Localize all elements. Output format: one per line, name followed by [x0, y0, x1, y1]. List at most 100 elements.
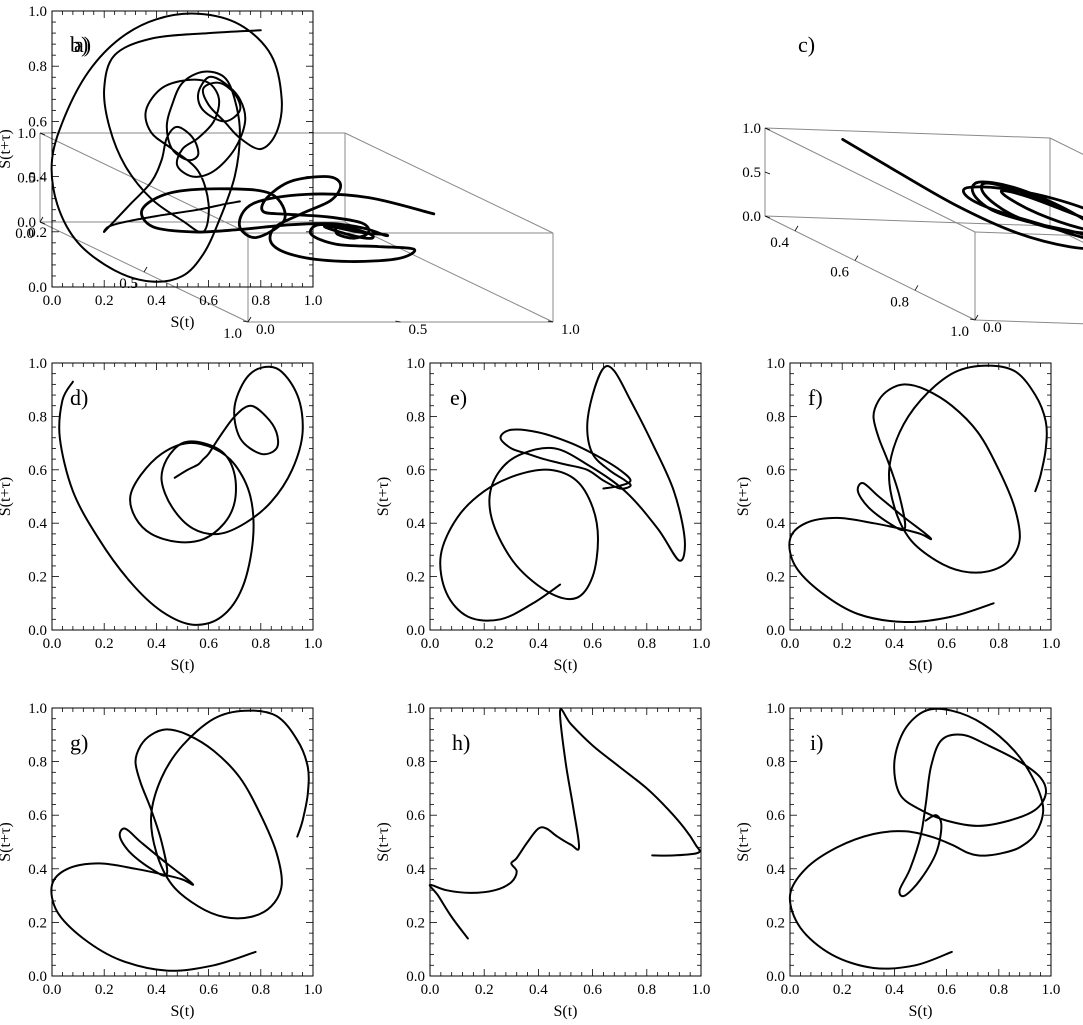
x-tick-label: 0.8 — [251, 293, 270, 309]
x-tick-label: 1.0 — [304, 293, 323, 309]
panel-d: 0.0 0.2 0.4 0.6 0.8 1.0 0.0 0.2 0.4 0.6 0.8 1.0 S(t)… — [0, 356, 322, 674]
y-tick-label: 1.0 — [28, 701, 47, 717]
y-axis-label: S(t+τ) — [735, 477, 752, 516]
box-edge — [764, 215, 1051, 227]
z-tick — [764, 127, 771, 131]
y-tick-label: 0.4 — [28, 516, 47, 532]
y-tick-label: 0.8 — [28, 59, 47, 75]
plot-frame — [51, 10, 314, 288]
y-tick-label: 0.2 — [766, 570, 785, 586]
x-tick-label: 1.0 — [304, 982, 323, 998]
panel-c: 0.00.51.00.40.60.81.00.00.51.0c) — [742, 32, 1083, 340]
y-tick-label: 0.6 — [406, 808, 425, 824]
x-tick-label: 0.4 — [147, 636, 166, 652]
y-tick-label: 1.0 — [766, 701, 785, 717]
panel-label: e) — [450, 385, 467, 410]
plot-frame — [789, 362, 1052, 631]
y-axis-label: S(t+τ) — [0, 822, 14, 861]
y-tick-label: 0.6 — [28, 808, 47, 824]
x-tick — [854, 255, 859, 261]
x-tick — [143, 266, 148, 273]
x-axis-label: S(t) — [554, 657, 578, 674]
y-tick-label: 1.0 — [28, 4, 47, 20]
plot-frame — [51, 707, 314, 977]
x-axis-label: S(t) — [554, 1003, 578, 1020]
x-tick — [247, 316, 252, 323]
y-tick-label: 0.8 — [28, 755, 47, 771]
x-tick-label: 1.0 — [950, 324, 969, 340]
y-tick-label: 0.8 — [766, 409, 785, 425]
y-tick-label: 0.0 — [406, 969, 425, 985]
y-axis-label: S(t+τ) — [0, 129, 14, 168]
y-axis-label: S(t+τ) — [735, 822, 752, 861]
y-tick — [395, 320, 401, 323]
x-axis-label: S(t) — [171, 1003, 195, 1020]
z-tick-label: 0.5 — [17, 171, 36, 187]
x-tick-label: 0.8 — [637, 636, 656, 652]
x-tick-label: 0.2 — [475, 636, 494, 652]
series-line — [58, 365, 304, 626]
x-tick-label: 0.2 — [475, 982, 494, 998]
y-tick-label: 0.4 — [766, 862, 785, 878]
panel-e: 0.0 0.2 0.4 0.6 0.8 1.0 0.0 0.2 0.4 0.6 0.8 1.0 S(t)… — [375, 356, 710, 674]
x-tick-label: 0.2 — [833, 636, 852, 652]
x-tick-label: 0.4 — [147, 982, 166, 998]
x-tick-label: 0.6 — [583, 636, 602, 652]
x-tick-label: 0.0 — [421, 636, 440, 652]
y-tick-label: 0.0 — [28, 280, 47, 296]
panel-label: a) — [74, 32, 91, 57]
y-tick-label: 0.2 — [406, 915, 425, 931]
x-axis-label: S(t) — [909, 1003, 933, 1020]
series-line — [788, 364, 1048, 624]
y-tick-label: 0.8 — [28, 409, 47, 425]
series-line — [428, 708, 701, 940]
y-tick-label: 1.0 — [406, 356, 425, 372]
panel-h: 0.0 0.2 0.4 0.6 0.8 1.0 0.0 0.2 0.4 0.6 0.8 1.0 S(t)… — [375, 701, 710, 1020]
y-tick — [547, 320, 554, 323]
y-tick — [242, 320, 249, 323]
z-tick — [764, 171, 771, 175]
y-tick-label: 1.0 — [28, 356, 47, 372]
x-tick-label: 0.6 — [937, 982, 956, 998]
panel-b: 0.0 0.2 0.4 0.6 0.8 1.00.00.20.40.60.81.0S(t)… — [0, 4, 322, 331]
y-tick-label: 0.6 — [28, 463, 47, 479]
y-axis-label: S(t+τ) — [0, 477, 14, 516]
x-tick — [794, 225, 799, 232]
x-tick-label: 1.0 — [692, 636, 711, 652]
plot-frame — [51, 362, 314, 631]
y-tick-label: 0.4 — [406, 516, 425, 532]
x-tick-label: 0.8 — [890, 294, 909, 310]
z-tick-label: 1.0 — [742, 121, 761, 137]
panel-a: 0.0 0.5 1.0 0.0 0.5 1.0 0.0 0.5 1.0 a) — [15, 32, 580, 342]
z-tick — [39, 221, 46, 225]
z-tick — [39, 132, 46, 136]
box-edge — [764, 127, 1051, 139]
y-tick-label: 0.0 — [28, 623, 47, 639]
x-tick-label: 0.8 — [251, 636, 270, 652]
x-tick-label: 0.0 — [781, 982, 800, 998]
x-axis-label: S(t) — [909, 657, 933, 674]
x-tick-label: 1.0 — [223, 326, 242, 342]
x-tick-label: 1.0 — [1042, 982, 1061, 998]
y-tick-label: 0.6 — [766, 808, 785, 824]
y-tick-label: 0.4 — [766, 516, 785, 532]
series-line — [50, 12, 283, 283]
panel-label: d) — [70, 385, 88, 410]
box-edge — [974, 319, 1083, 325]
box-edge — [39, 132, 249, 234]
x-tick-label: 0.2 — [95, 636, 114, 652]
y-tick-label: 1.0 — [766, 356, 785, 372]
panel-g: 0.0 0.2 0.4 0.6 0.8 1.0 0.0 0.2 0.4 0.6 0.8 1.0 S(t)… — [0, 701, 322, 1020]
x-tick-label: 0.2 — [833, 982, 852, 998]
x-tick-label: 0.0 — [43, 982, 62, 998]
x-tick-label: 0.0 — [43, 636, 62, 652]
x-tick — [39, 216, 44, 223]
series-line — [841, 138, 1083, 250]
y-axis-label: S(t+τ) — [375, 477, 392, 516]
y-axis-label: S(t+τ) — [375, 822, 392, 861]
x-tick — [914, 285, 919, 291]
x-tick-label: 0.6 — [583, 982, 602, 998]
y-tick-label: 0.2 — [28, 570, 47, 586]
panel-i: 0.0 0.2 0.4 0.6 0.8 1.0 0.0 0.2 0.4 0.6 0.8 1.0 S(t)… — [735, 701, 1060, 1020]
